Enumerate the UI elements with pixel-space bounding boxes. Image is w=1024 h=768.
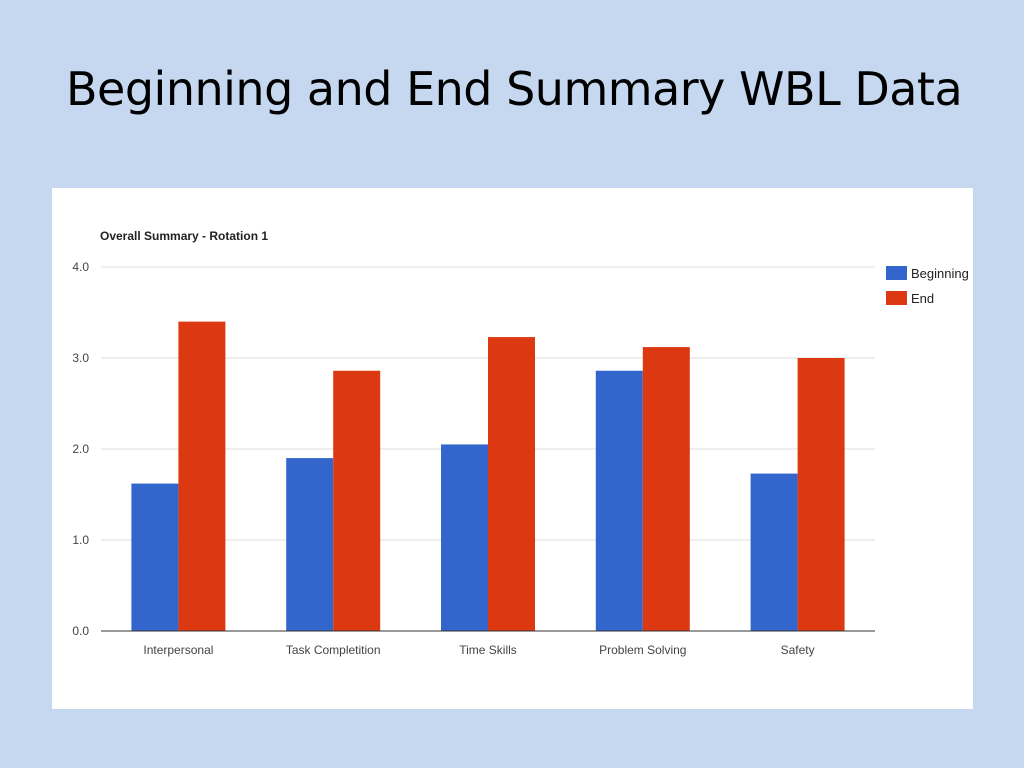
- bar-end: [797, 358, 845, 631]
- bar-beginning: [750, 473, 798, 631]
- legend-swatch-beginning: [886, 266, 907, 280]
- y-tick-label: 1.0: [72, 533, 89, 547]
- legend-label-end: End: [911, 291, 934, 306]
- chart-panel: Overall Summary - Rotation 1 0.0 1.0 2.0 3.…: [52, 188, 973, 709]
- bar-end: [642, 347, 690, 631]
- slide-title: Beginning and End Summary WBL Data: [66, 62, 963, 116]
- bar-end: [178, 321, 226, 631]
- x-tick-label: Time Skills: [459, 643, 517, 657]
- bar-chart: Overall Summary - Rotation 1 0.0 1.0 2.0 3.…: [72, 229, 969, 657]
- legend-swatch-end: [886, 291, 907, 305]
- bar-beginning: [286, 458, 334, 631]
- x-tick-label: Task Completition: [286, 643, 381, 657]
- x-tick-label: Problem Solving: [599, 643, 686, 657]
- bar-beginning: [441, 444, 488, 631]
- x-tick-label: Interpersonal: [143, 643, 213, 657]
- y-tick-label: 3.0: [72, 351, 89, 365]
- x-tick-label: Safety: [781, 643, 815, 657]
- y-tick-label: 0.0: [72, 624, 89, 638]
- bar-end: [488, 337, 535, 631]
- y-tick-label: 4.0: [72, 260, 89, 274]
- chart-title: Overall Summary - Rotation 1: [100, 229, 268, 243]
- bar-beginning: [595, 370, 643, 631]
- y-tick-label: 2.0: [72, 442, 89, 456]
- legend-label-beginning: Beginning: [911, 266, 969, 281]
- bar-end: [333, 370, 381, 631]
- bar-beginning: [131, 483, 179, 631]
